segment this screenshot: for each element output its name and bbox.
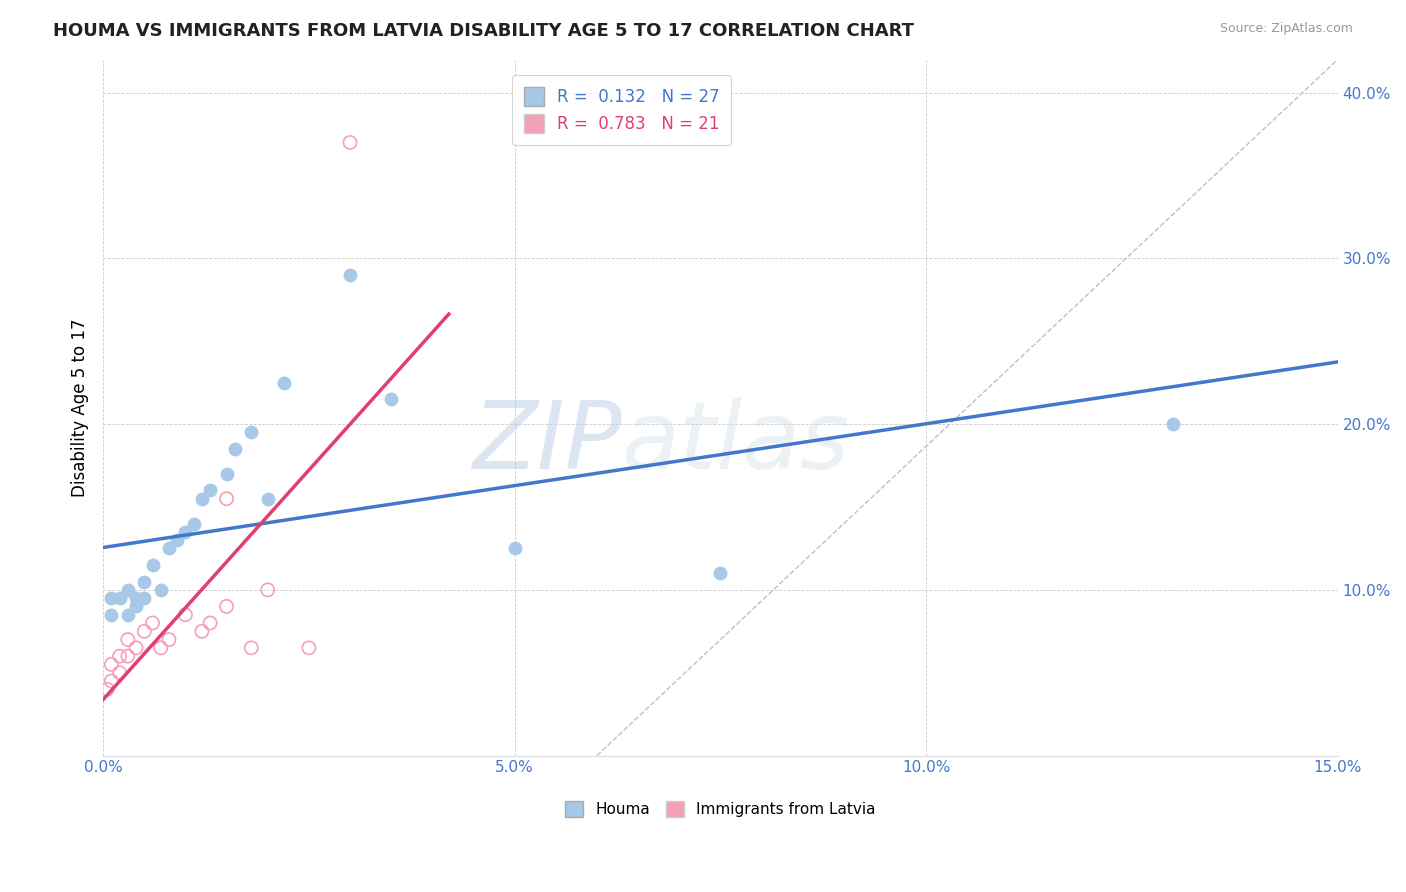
Point <box>174 524 197 539</box>
Point <box>117 582 139 597</box>
Point <box>1161 417 1184 432</box>
Point <box>224 442 246 456</box>
Point <box>198 615 221 630</box>
Point <box>134 591 156 606</box>
Point <box>100 657 122 672</box>
Point <box>240 425 263 440</box>
Point <box>183 516 205 531</box>
Point <box>256 582 278 597</box>
Point <box>157 541 180 556</box>
Point <box>191 491 214 506</box>
Point <box>100 673 122 688</box>
Text: Source: ZipAtlas.com: Source: ZipAtlas.com <box>1219 22 1353 36</box>
Point <box>108 649 131 664</box>
Y-axis label: Disability Age 5 to 17: Disability Age 5 to 17 <box>72 318 89 497</box>
Point <box>134 574 156 589</box>
Point <box>157 632 180 647</box>
Point <box>125 599 148 614</box>
Point <box>100 607 122 622</box>
Point <box>117 607 139 622</box>
Point <box>240 640 263 655</box>
Point <box>108 665 131 680</box>
Point <box>198 483 221 498</box>
Point <box>149 640 172 655</box>
Point <box>108 591 131 606</box>
Point <box>339 268 361 282</box>
Point <box>100 591 122 606</box>
Point <box>96 682 118 697</box>
Point <box>191 624 214 639</box>
Point <box>215 599 238 614</box>
Point <box>339 136 361 150</box>
Point <box>141 615 163 630</box>
Point <box>174 607 197 622</box>
Point <box>256 491 278 506</box>
Text: HOUMA VS IMMIGRANTS FROM LATVIA DISABILITY AGE 5 TO 17 CORRELATION CHART: HOUMA VS IMMIGRANTS FROM LATVIA DISABILI… <box>53 22 914 40</box>
Point <box>215 467 238 481</box>
Point <box>117 632 139 647</box>
Point <box>215 491 238 506</box>
Text: ZIP: ZIP <box>472 397 621 488</box>
Point <box>503 541 526 556</box>
Point <box>149 582 172 597</box>
Point <box>380 392 402 407</box>
Text: atlas: atlas <box>621 397 849 488</box>
Point <box>134 624 156 639</box>
Point <box>273 376 295 390</box>
Point <box>166 533 188 548</box>
Point <box>125 640 148 655</box>
Point <box>117 649 139 664</box>
Legend: Houma, Immigrants from Latvia: Houma, Immigrants from Latvia <box>557 793 883 824</box>
Point <box>141 558 163 572</box>
Point <box>125 591 148 606</box>
Point <box>298 640 321 655</box>
Point <box>709 566 731 581</box>
